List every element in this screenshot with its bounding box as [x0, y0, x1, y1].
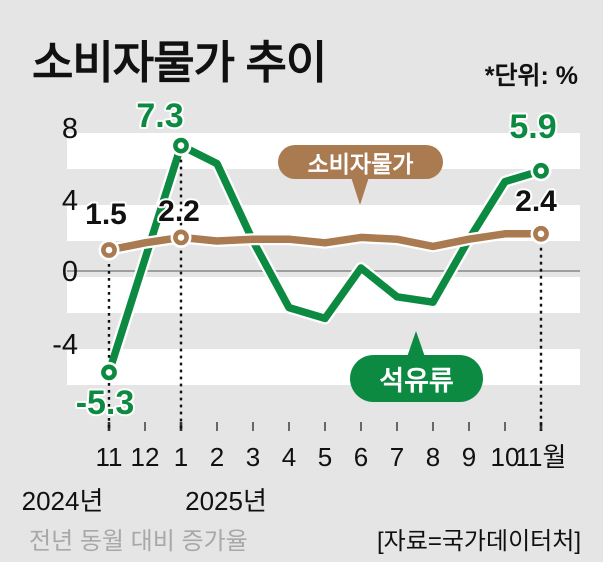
x-tick-label: 8	[425, 442, 441, 472]
value-label-petrol-nov25: 5.9	[509, 108, 557, 146]
footnote-yoy-growth: 전년 동월 대비 증가율	[29, 528, 248, 555]
series-label-petroleum: 석유류	[350, 331, 483, 402]
data-point-marker	[173, 137, 189, 154]
data-point-marker	[173, 229, 189, 246]
data-point-marker	[101, 242, 117, 258]
page-title: 소비자물가 추이	[32, 37, 327, 88]
x-tick-label: 3	[245, 442, 261, 472]
x-tick-label: 5	[317, 442, 333, 472]
series-label-consumer-prices: 소비자물가	[278, 145, 443, 205]
data-point-marker	[101, 364, 117, 381]
x-tick-label: 11월	[515, 442, 567, 472]
data-point-marker	[533, 225, 549, 242]
x-tick-label: 2	[209, 442, 225, 472]
series-label-consumer-text: 소비자물가	[307, 151, 414, 177]
x-tick-label: 4	[281, 442, 297, 472]
bubble-pointer-up	[407, 331, 425, 357]
source-credit: [자료=국가데이터처]	[377, 528, 581, 555]
y-axis-label-minus4: -4	[52, 329, 78, 361]
x-tick-label: 11	[95, 442, 123, 472]
value-label-petrol-nov24: -5.3	[75, 384, 135, 422]
value-label-cpi-jan25: 2.2	[158, 195, 200, 228]
x-axis-year-2024: 2024년	[21, 486, 104, 516]
x-tick-label: 9	[461, 442, 477, 472]
data-point-marker	[533, 162, 549, 179]
y-axis-label-4: 4	[61, 185, 78, 217]
y-axis-label-0: 0	[61, 256, 78, 288]
value-label-petrol-jan25: 7.3	[136, 97, 184, 135]
x-tick-label: 12	[130, 442, 160, 472]
x-axis-month-labels: 11 12 1 2 3 4 5 6 7 8 9 10 11월	[0, 442, 603, 472]
grid-band	[67, 277, 580, 313]
x-tick-label: 7	[389, 442, 405, 472]
value-label-cpi-nov24: 1.5	[85, 198, 127, 231]
x-tick-label: 6	[353, 442, 369, 472]
unit-note: *단위: %	[484, 62, 578, 90]
series-line-petroleum	[105, 141, 545, 377]
bubble-pointer-down	[351, 177, 369, 205]
series-label-petroleum-text: 석유류	[379, 366, 454, 396]
y-axis-label-8: 8	[61, 113, 78, 145]
x-tick-label: 10	[490, 442, 520, 472]
value-label-cpi-nov25: 2.4	[515, 185, 557, 218]
x-axis-year-2025: 2025년	[185, 486, 267, 516]
grid-band	[67, 349, 580, 385]
x-tick-label: 1	[173, 442, 189, 472]
